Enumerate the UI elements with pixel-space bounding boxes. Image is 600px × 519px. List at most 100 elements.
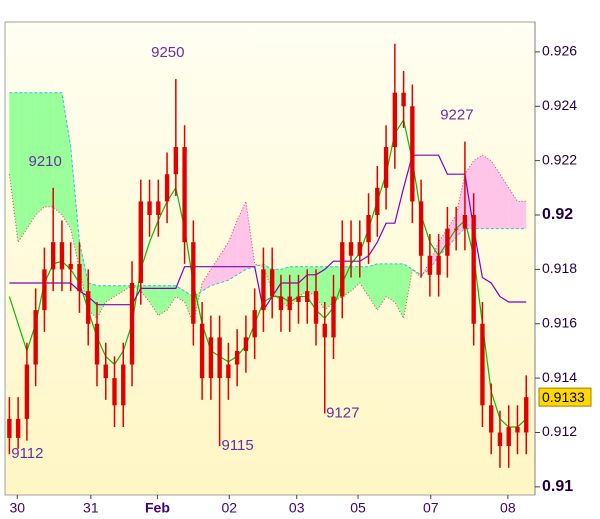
candle-body: [50, 242, 56, 270]
last-price-box: [538, 387, 592, 407]
candle-body: [164, 174, 170, 202]
cloud-segment: [26, 92, 36, 229]
candle-body: [33, 310, 38, 365]
cloud-segment: [202, 269, 211, 292]
candle-body: [243, 337, 249, 351]
candle-body: [199, 323, 205, 379]
x-tick-label: 02: [221, 500, 237, 516]
y-tick-label: 0.914: [542, 369, 577, 385]
cloud-segment: [35, 92, 45, 216]
cloud-segment: [158, 285, 168, 316]
cloud-segment: [18, 92, 27, 243]
candle-body: [383, 147, 389, 188]
candle-body: [445, 228, 450, 256]
price-annotation: 9227: [440, 107, 473, 124]
y-tick-label: 0.91: [542, 478, 573, 495]
cloud-segment: [210, 255, 220, 286]
cloud-segment: [403, 263, 413, 319]
candle-body: [86, 291, 91, 324]
cloud-segment: [517, 201, 527, 229]
cloud-segment: [44, 92, 54, 207]
candle-body: [392, 92, 398, 148]
cloud-segment: [105, 285, 115, 302]
candle-body: [401, 92, 406, 107]
candle-body: [524, 397, 529, 433]
y-tick-label: 0.92: [542, 206, 573, 223]
candle-body: [480, 323, 485, 406]
cloud-segment: [237, 201, 246, 275]
cloud-segment: [61, 92, 71, 229]
candle-body: [103, 364, 108, 379]
price-annotation: 9210: [28, 153, 61, 170]
cloud-segment: [342, 266, 352, 297]
price-annotation: 9115: [221, 437, 253, 454]
y-tick-label: 0.916: [542, 314, 577, 330]
x-tick-label: 08: [500, 500, 516, 516]
cloud-segment: [53, 92, 62, 216]
candle-body: [287, 296, 292, 311]
candle-body: [348, 242, 354, 256]
candle-body: [418, 201, 424, 256]
candle-body: [234, 350, 240, 365]
cloud-segment: [149, 285, 159, 316]
indicator-line: [9, 154, 527, 312]
candle-body: [68, 263, 73, 270]
cloud-segment: [491, 160, 500, 229]
candle-body: [226, 364, 231, 379]
candle-body: [427, 255, 433, 275]
candle-body: [147, 201, 152, 216]
candle-body: [24, 364, 30, 419]
candle-body: [77, 263, 82, 292]
x-tick-label: 31: [83, 500, 99, 516]
candle-body: [138, 201, 143, 283]
cloud-segment: [499, 174, 509, 229]
candle-body: [357, 242, 362, 256]
price-annotation: 9263: [370, 9, 403, 26]
candle-body: [296, 296, 301, 302]
candle-body: [94, 323, 100, 365]
candle-body: [305, 291, 310, 302]
cloud-segment: [482, 155, 492, 229]
last-price-label: 0.9133: [542, 389, 585, 405]
plot-area: [4, 21, 536, 496]
candle-body: [331, 296, 336, 338]
cloud-segment: [9, 92, 19, 243]
candle-body: [191, 242, 196, 324]
cloud-segment: [175, 285, 185, 302]
x-tick-label: 30: [9, 500, 25, 516]
candle-body: [436, 255, 441, 275]
plot-layer: 9112 9210 9250 9115 9127 9263 9227: [7, 9, 529, 468]
candle-body: [42, 269, 47, 311]
x-tick-label: 07: [423, 500, 439, 516]
cloud-segment: [140, 285, 150, 302]
candle-body: [278, 296, 284, 311]
x-tick-label: 03: [289, 500, 305, 516]
cloud-segment: [473, 155, 483, 229]
candle-body: [375, 187, 380, 216]
cloud-segment: [228, 220, 238, 281]
candle-body: [156, 201, 161, 216]
candle-body: [313, 291, 319, 324]
x-tick-label: Feb: [145, 500, 170, 516]
candle-body: [453, 228, 459, 230]
cloud-segment: [79, 242, 89, 311]
y-tick-label: 0.926: [542, 43, 577, 59]
cloud-segment: [307, 266, 316, 297]
cloud-span-b: [8, 154, 527, 326]
candle-body: [515, 427, 520, 433]
candle-body: [506, 427, 511, 447]
x-tick-label: 05: [350, 500, 366, 516]
candle-body: [121, 364, 126, 406]
candle-body: [366, 215, 371, 243]
cloud-segment: [377, 263, 387, 311]
cloud-segment: [70, 147, 80, 270]
y-tick-label: 0.924: [542, 97, 577, 113]
candle-body: [462, 215, 468, 229]
y-tick-label: 0.922: [542, 151, 577, 167]
price-annotation: 9127: [326, 404, 359, 421]
cloud-segment: [114, 285, 124, 297]
candle-body: [270, 269, 275, 297]
cloud-segment: [96, 285, 106, 319]
cloud-span-a: [9, 92, 527, 298]
cloud-segment: [394, 263, 404, 319]
